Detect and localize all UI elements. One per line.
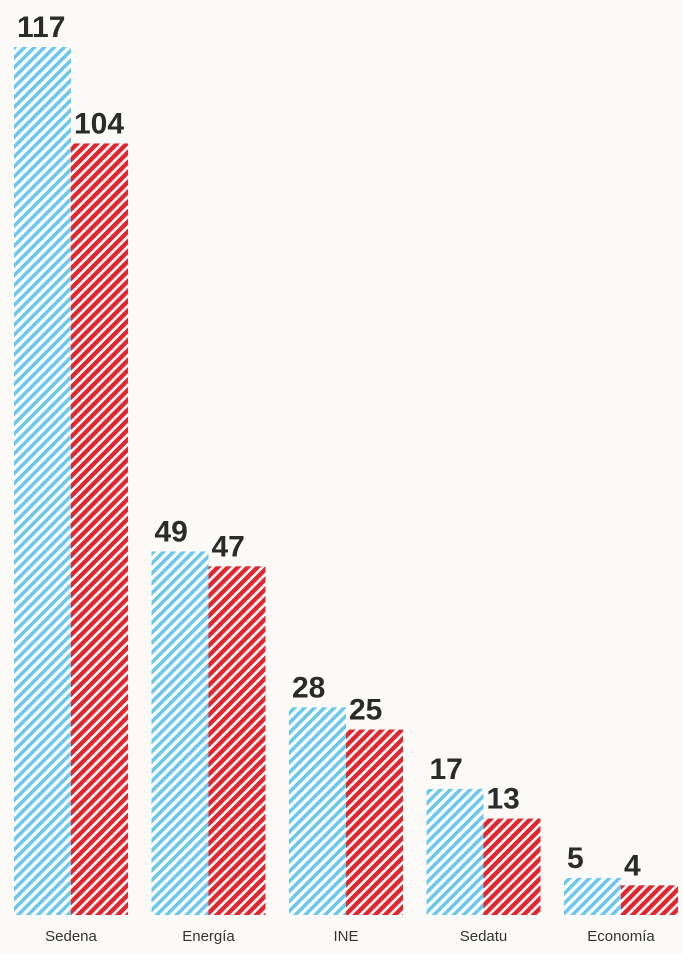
bar-economía-series-2: [621, 885, 678, 915]
bar-economía-series-1: [564, 877, 621, 915]
bar-energía-series-1: [151, 551, 209, 915]
category-label-energía: Energía: [182, 928, 235, 945]
bar-ine-series-1: [289, 707, 346, 915]
value-label-ine-series-1: 28: [292, 671, 325, 704]
bar-sedatu-series-2: [483, 818, 541, 915]
value-labels-layer: 117 104 49 47 28 25 17 13 5 4: [17, 11, 641, 882]
category-label-ine: INE: [333, 928, 358, 945]
value-label-sedena-series-1: 117: [17, 11, 65, 44]
value-label-sedatu-series-1: 17: [430, 753, 463, 786]
category-labels-layer: Sedena Energía INE Sedatu Economía: [45, 928, 655, 945]
category-label-sedatu: Sedatu: [460, 928, 508, 945]
bar-energía-series-2: [208, 566, 266, 915]
value-label-ine-series-2: 25: [349, 694, 382, 727]
bars-layer: [14, 47, 678, 915]
value-label-economía-series-2: 4: [624, 849, 641, 882]
category-label-sedena: Sedena: [45, 928, 97, 945]
value-label-sedena-series-2: 104: [74, 107, 124, 140]
category-label-economía: Economía: [587, 928, 655, 945]
bar-ine-series-2: [346, 729, 403, 915]
bar-sedatu-series-1: [426, 788, 484, 915]
value-label-energía-series-2: 47: [212, 530, 245, 563]
value-label-economía-series-1: 5: [567, 842, 584, 875]
value-label-sedatu-series-2: 13: [487, 783, 520, 816]
bar-sedena-series-1: [14, 47, 71, 915]
value-label-energía-series-1: 49: [155, 515, 188, 548]
bar-sedena-series-2: [71, 143, 128, 915]
